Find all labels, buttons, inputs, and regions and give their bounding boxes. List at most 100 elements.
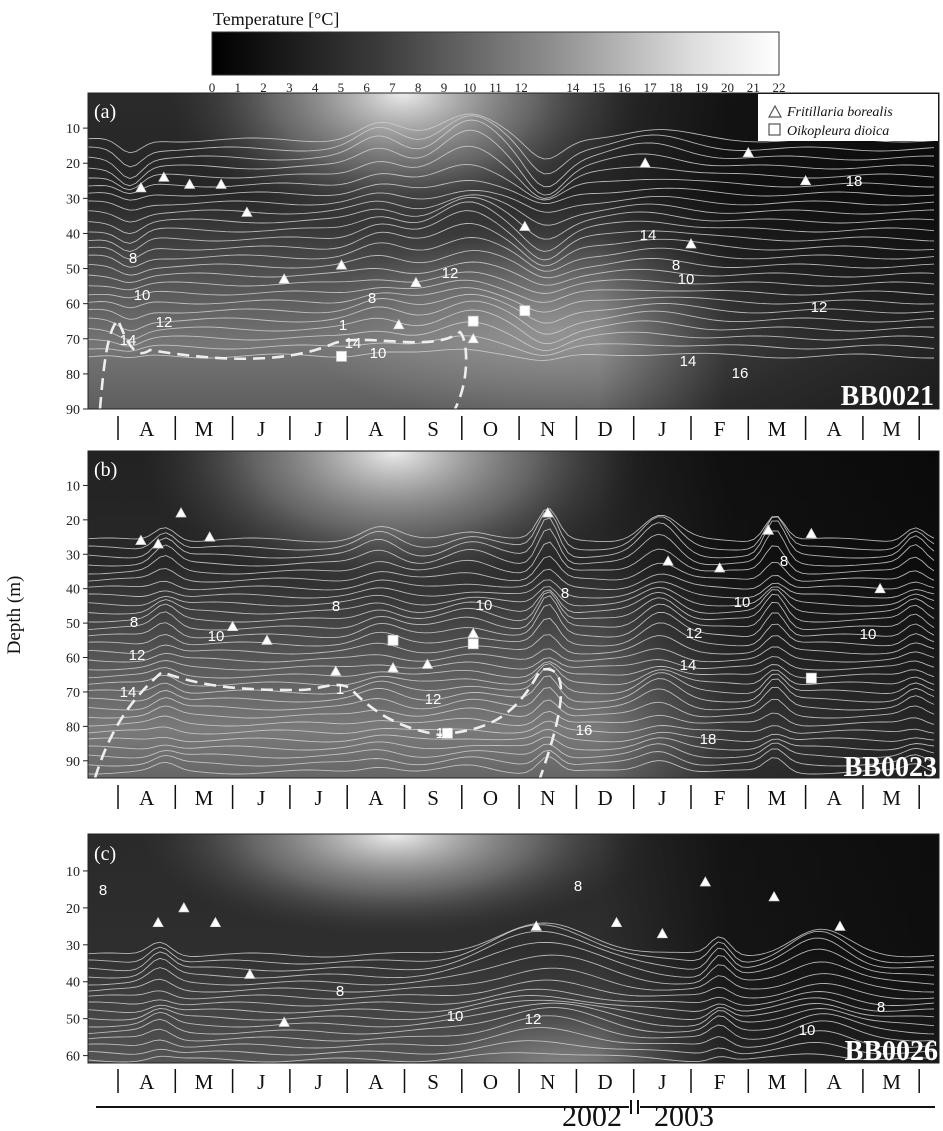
contour-label: 10 xyxy=(134,287,151,304)
month-label: A xyxy=(139,417,155,441)
colorbar-tick-label: 19 xyxy=(695,80,708,95)
contour-line xyxy=(88,508,935,543)
contour-line xyxy=(88,710,935,727)
month-label: M xyxy=(882,1070,901,1094)
contour-line xyxy=(88,528,935,567)
colorbar-title: Temperature [°C] xyxy=(213,9,339,29)
depth-tick-label: 70 xyxy=(66,686,80,701)
legend-box xyxy=(758,94,938,141)
contour-line xyxy=(88,924,935,965)
panel-a-markers xyxy=(135,146,812,362)
fritillaria-borealis-marker xyxy=(278,1016,290,1027)
contour-label: 12 xyxy=(811,299,828,316)
oikopleura-dioica-marker xyxy=(467,315,479,327)
contour-line xyxy=(88,988,935,1007)
contour-label: 1 xyxy=(339,317,347,334)
month-label: J xyxy=(658,417,666,441)
contour-line xyxy=(88,210,935,261)
fritillaria-borealis-marker xyxy=(685,238,697,249)
colorbar-tick-label: 1 xyxy=(235,80,242,95)
contour-label: 14 xyxy=(640,227,657,244)
colorbar-tick-label: 10 xyxy=(463,80,476,95)
contour-line xyxy=(88,115,935,175)
panel-b-isotherm-1 xyxy=(93,667,563,778)
contour-line xyxy=(88,634,935,655)
panel-c-frame xyxy=(87,833,940,1064)
y-axis-title: Depth (m) xyxy=(4,576,25,655)
oikopleura-dioica-marker xyxy=(805,672,817,684)
contour-line xyxy=(88,237,935,272)
fritillaria-borealis-marker xyxy=(656,927,669,939)
panel-b-label: (b) xyxy=(94,459,117,481)
contour-label: 18 xyxy=(846,173,863,190)
panel-b-contours xyxy=(88,508,935,775)
fritillaria-borealis-marker xyxy=(542,507,554,518)
contour-line xyxy=(88,1027,935,1049)
contour-line xyxy=(88,541,935,575)
contour-line xyxy=(88,321,935,352)
fritillaria-borealis-marker xyxy=(204,531,216,542)
month-label: F xyxy=(714,417,726,441)
panel-a-depth-ticks: 10 20 30 40 50 60 70 80 90 xyxy=(66,122,88,418)
contour-line xyxy=(88,180,935,205)
contour-line xyxy=(88,223,935,267)
depth-tick-label: 20 xyxy=(66,157,80,172)
contour-label: 14 xyxy=(436,725,453,742)
month-label: M xyxy=(195,417,214,441)
contour-line xyxy=(88,720,935,735)
month-label: J xyxy=(658,786,666,810)
colorbar-tick-label: 7 xyxy=(389,80,396,95)
fritillaria-borealis-marker xyxy=(152,538,164,549)
contour-line xyxy=(88,591,935,623)
contour-label: 10 xyxy=(734,594,751,611)
panel-b-markers xyxy=(135,507,886,739)
colorbar-tick-label: 3 xyxy=(286,80,293,95)
panel-c-contours xyxy=(88,922,935,1063)
fritillaria-borealis-marker xyxy=(158,171,170,182)
contour-line xyxy=(88,589,935,615)
month-label: F xyxy=(714,1070,726,1094)
month-label: J xyxy=(314,417,322,441)
contour-line xyxy=(88,617,935,647)
contour-label: 12 xyxy=(129,647,146,664)
month-label: A xyxy=(368,786,384,810)
contour-label: 14 xyxy=(120,684,137,701)
month-label: D xyxy=(597,417,612,441)
contour-label: 10 xyxy=(447,1008,464,1025)
oikopleura-dioica-marker xyxy=(442,727,453,739)
fritillaria-borealis-marker xyxy=(467,627,479,638)
depth-tick-label: 10 xyxy=(66,865,80,880)
colorbar-tick-label: 0 xyxy=(209,80,216,95)
fritillaria-borealis-marker xyxy=(241,206,253,217)
contour-line xyxy=(88,279,935,303)
contour-line xyxy=(88,119,934,188)
fritillaria-borealis-marker xyxy=(639,157,651,168)
depth-tick-label: 10 xyxy=(66,479,80,494)
month-label: N xyxy=(540,786,555,810)
contour-line xyxy=(88,579,935,599)
colorbar-tick-label: 21 xyxy=(747,80,760,95)
month-label: A xyxy=(827,1070,843,1094)
colorbar: Temperature [°C] 0 1 2 3 4 5 6 7 8 9 10 11 12 14 15 16 1… xyxy=(209,9,786,95)
fritillaria-borealis-marker xyxy=(178,902,190,913)
depth-tick-label: 30 xyxy=(66,548,80,563)
contour-line xyxy=(88,261,935,286)
contour-label: 18 xyxy=(700,731,717,748)
contour-line xyxy=(88,163,934,201)
contour-label: 8 xyxy=(574,878,582,895)
contour-label: 1 xyxy=(336,681,344,698)
contour-label: 8 xyxy=(561,585,569,602)
year-label-2003: 2003 xyxy=(654,1100,714,1126)
contour-line xyxy=(88,930,934,972)
legend-label-oikopleura: Oikopleura dioica xyxy=(787,124,889,139)
depth-tick-label: 40 xyxy=(66,583,80,598)
depth-tick-label: 30 xyxy=(66,939,80,954)
depth-tick-label: 80 xyxy=(66,720,80,735)
month-label: O xyxy=(483,417,498,441)
contour-line xyxy=(88,300,935,335)
contour-label: 12 xyxy=(525,1011,542,1028)
contour-label: 8 xyxy=(336,983,344,1000)
fritillaria-borealis-marker xyxy=(762,524,775,535)
panel-b-frame xyxy=(87,450,940,779)
